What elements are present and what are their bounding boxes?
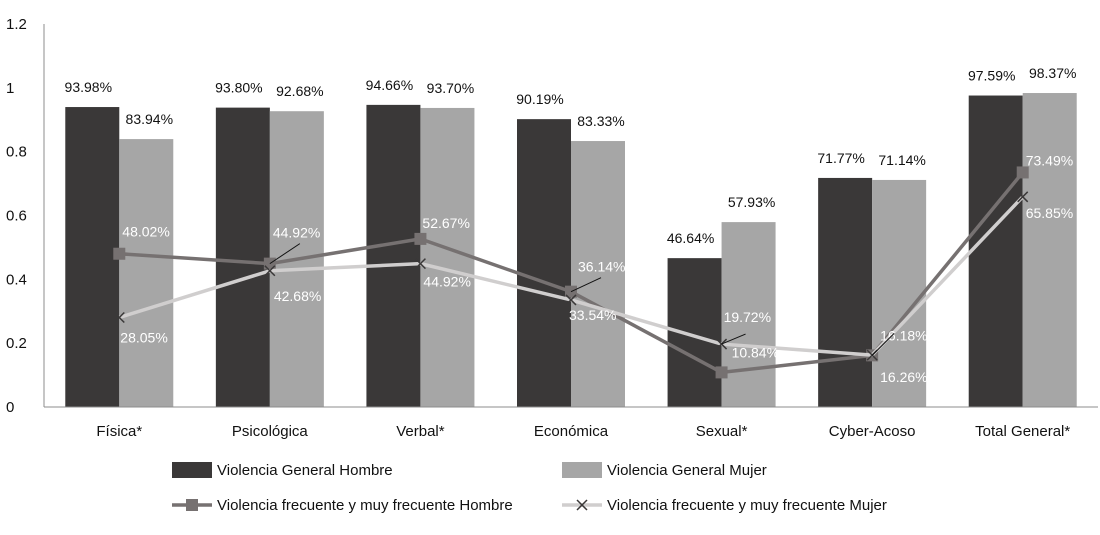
legend-marker-square xyxy=(186,499,198,511)
line-data-label: 16.18% xyxy=(880,327,927,343)
line-data-label: 73.49% xyxy=(1026,152,1073,168)
marker-square xyxy=(113,247,126,260)
bar-hombre xyxy=(65,107,120,407)
x-tick-label: Física* xyxy=(96,423,142,440)
x-tick-label: Económica xyxy=(534,423,609,440)
y-tick-label: 0.4 xyxy=(6,271,27,288)
x-tick-label: Verbal* xyxy=(396,423,445,440)
marker-square xyxy=(414,232,427,245)
bar-data-label: 46.64% xyxy=(667,230,714,246)
bar-hombre xyxy=(818,177,873,407)
bar-data-label: 90.19% xyxy=(516,91,563,107)
legend-label: Violencia General Mujer xyxy=(607,462,767,479)
bar-hombre xyxy=(517,119,571,407)
bar-data-label: 83.94% xyxy=(126,111,173,127)
marker-x-stroke xyxy=(264,265,276,277)
bar-mujer xyxy=(571,141,625,407)
line-data-label: 42.68% xyxy=(274,288,321,304)
leader-line xyxy=(570,277,602,293)
y-tick-label: 0.8 xyxy=(6,144,27,161)
legend-item: Violencia General Hombre xyxy=(172,462,393,479)
legend-item: Violencia General Mujer xyxy=(562,462,767,479)
marker-square xyxy=(1016,166,1029,179)
x-axis: Física* Psicológica Verbal* Económica Sexual… xyxy=(44,406,1098,440)
bar-mujer xyxy=(119,139,174,408)
legend-swatch xyxy=(562,462,602,478)
bar-mujer xyxy=(1022,93,1077,407)
marker-x xyxy=(1017,191,1029,203)
marker-x-stroke xyxy=(1017,191,1029,203)
line-data-label: 52.67% xyxy=(422,215,469,231)
bar-data-label: 71.77% xyxy=(817,150,864,166)
line-data-label: 44.92% xyxy=(423,274,470,290)
marker-x xyxy=(113,311,125,324)
marker-x-stroke xyxy=(414,258,426,270)
leader-line xyxy=(871,333,895,356)
line-data-label: 10.84% xyxy=(732,344,779,360)
marker-square xyxy=(715,366,728,379)
bar-data-label: 97.59% xyxy=(968,68,1015,84)
legend-marker-x xyxy=(576,499,588,511)
marker-x-stroke xyxy=(565,294,577,306)
line-data-label: 19.72% xyxy=(724,309,771,325)
bar-labels: 93.98% 93.80% 94.66% 90.19% 46.64% 71.77% 97.5… xyxy=(65,65,1077,246)
bar-hombre xyxy=(215,107,270,407)
bar-data-label: 98.37% xyxy=(1029,65,1076,81)
y-tick-label: 0.6 xyxy=(6,208,27,225)
legend-item: Violencia frecuente y muy frecuente Homb… xyxy=(172,497,513,514)
x-tick-label: Sexual* xyxy=(696,423,748,440)
marker-x xyxy=(565,294,577,306)
bars xyxy=(65,93,1077,408)
x-tick-label: Cyber-Acoso xyxy=(829,423,916,440)
y-tick-label: 1.2 xyxy=(6,16,27,33)
bar-mujer xyxy=(420,107,475,408)
line-data-label: 48.02% xyxy=(122,224,169,240)
legend-label: Violencia General Hombre xyxy=(217,462,393,479)
line-data-label: 16.26% xyxy=(880,369,927,385)
line-data-label: 28.05% xyxy=(120,329,167,345)
bar-data-label: 93.98% xyxy=(65,79,112,95)
leader-line xyxy=(269,243,301,265)
line-labels: 48.02% 44.92% 52.67% 36.14% 10.84% 16.18% 73.4… xyxy=(120,152,1073,385)
bar-data-label: 93.70% xyxy=(427,80,474,96)
line-data-label: 65.85% xyxy=(1026,205,1073,221)
leader-line xyxy=(721,333,746,345)
bar-data-label: 57.93% xyxy=(728,194,775,210)
bar-data-label: 92.68% xyxy=(276,83,323,99)
bar-mujer xyxy=(872,179,927,407)
line-data-label: 36.14% xyxy=(578,259,625,275)
marker-x xyxy=(414,258,426,270)
legend: Violencia General Hombre Violencia Genera… xyxy=(172,462,887,514)
legend-swatch xyxy=(172,462,212,478)
bar-data-label: 94.66% xyxy=(366,77,413,93)
bar-data-label: 83.33% xyxy=(577,113,624,129)
legend-label: Violencia frecuente y muy frecuente Muje… xyxy=(607,497,887,514)
bar-data-label: 71.14% xyxy=(878,152,925,168)
y-tick-label: 1 xyxy=(6,80,14,97)
bar-hombre xyxy=(667,258,722,407)
bar-hombre xyxy=(968,95,1023,407)
line-data-label: 33.54% xyxy=(569,307,616,323)
bar-hombre xyxy=(366,104,421,407)
x-tick-label: Total General* xyxy=(975,423,1070,440)
x-tick-label: Psicológica xyxy=(232,423,309,440)
legend-item: Violencia frecuente y muy frecuente Muje… xyxy=(562,497,887,514)
bar-data-label: 93.80% xyxy=(215,80,262,96)
legend-label: Violencia frecuente y muy frecuente Homb… xyxy=(217,497,513,514)
bar-mujer xyxy=(721,222,776,407)
line-data-label: 44.92% xyxy=(273,225,320,241)
marker-x-stroke xyxy=(113,311,125,324)
y-tick-label: 0.2 xyxy=(6,335,27,352)
y-axis: 0 0.2 0.4 0.6 0.8 1 1.2 xyxy=(6,16,45,416)
y-tick-label: 0 xyxy=(6,399,14,416)
marker-x xyxy=(264,265,276,277)
